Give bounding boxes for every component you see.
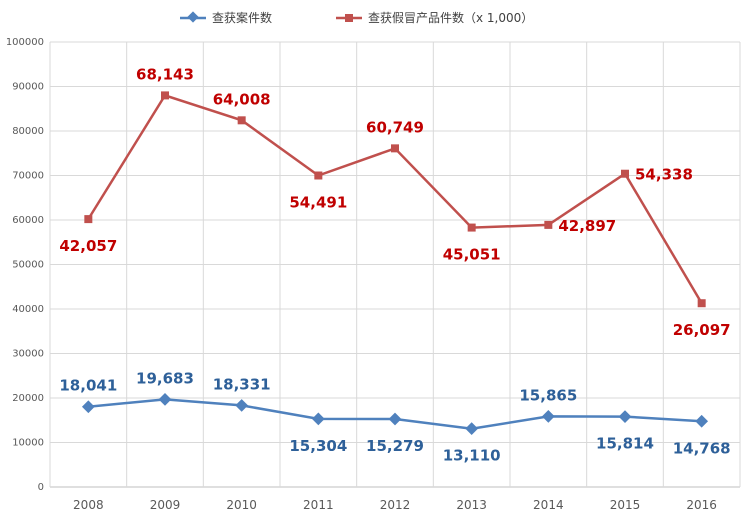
series-1-point: [84, 215, 93, 224]
x-tick-label: 2016: [686, 498, 717, 512]
y-tick-label: 10000: [12, 438, 44, 449]
series-1-point: [467, 223, 476, 232]
series-1-data-label: 45,051: [443, 246, 501, 264]
series-1-data-label: 60,749: [366, 118, 424, 136]
series-0-data-label: 18,041: [59, 377, 117, 395]
series-0-point: [695, 414, 709, 428]
y-tick-label: 60000: [12, 215, 44, 226]
x-tick-label: 2008: [73, 498, 104, 512]
series-0-data-label: 15,304: [289, 437, 347, 455]
series-1-point: [697, 299, 706, 308]
series-0-data-label: 15,865: [519, 386, 577, 404]
series-0-point: [235, 399, 249, 412]
series-0-data-label: 14,768: [673, 439, 731, 457]
x-tick-label: 2014: [533, 498, 564, 512]
series-1-point: [237, 116, 246, 125]
legend-item-products: 查获假冒产品件数（x 1,000）: [336, 10, 533, 25]
x-tick-label: 2009: [150, 498, 181, 512]
series-group: [81, 91, 709, 436]
series-0-data-label: 15,814: [596, 435, 654, 453]
series-1-data-label: 42,057: [59, 237, 117, 255]
series-1-point: [391, 144, 399, 153]
series-1-point: [544, 220, 553, 229]
legend-marker-cases: [187, 11, 199, 23]
series-0-data-label: 19,683: [136, 369, 194, 387]
x-tick-label: 2015: [610, 498, 641, 512]
x-axis: 2008 2009 2010 2011 2012 2013 2014 2015 2016: [73, 498, 717, 512]
x-tick-label: 2013: [456, 498, 487, 512]
y-tick-label: 50000: [12, 260, 44, 271]
y-tick-label: 80000: [12, 126, 44, 137]
data-labels: 18,041 19,683 18,331 15,304 15,279 13,110 15,8…: [59, 65, 730, 464]
x-tick-label: 2012: [380, 498, 411, 512]
y-axis: 0 10000 20000 30000 40000 50000 60000 70000 8000…: [6, 37, 44, 493]
legend: 查获案件数 查获假冒产品件数（x 1,000）: [180, 10, 533, 25]
series-1-data-label: 64,008: [213, 90, 271, 108]
series-0-point: [465, 422, 479, 436]
series-0-point: [81, 400, 95, 414]
series-0-point: [311, 412, 325, 426]
legend-label-products: 查获假冒产品件数（x 1,000）: [368, 10, 533, 25]
y-tick-label: 30000: [12, 349, 44, 360]
x-tick-label: 2010: [226, 498, 257, 512]
x-tick-label: 2011: [303, 498, 334, 512]
series-0-data-label: 18,331: [213, 375, 271, 393]
series-1-data-label: 42,897: [558, 217, 616, 235]
gridlines: [49, 41, 741, 488]
y-tick-label: 40000: [12, 304, 44, 315]
series-1-point: [621, 169, 629, 178]
series-1-data-label: 54,491: [289, 194, 347, 212]
legend-label-cases: 查获案件数: [212, 10, 272, 25]
series-1-data-label: 26,097: [673, 321, 731, 339]
series-0-point: [158, 393, 172, 406]
y-tick-label: 20000: [12, 393, 44, 404]
series-0-data-label: 15,279: [366, 437, 424, 455]
y-tick-label: 0: [38, 482, 44, 493]
series-0-point: [618, 410, 632, 423]
series-1-point: [314, 171, 323, 180]
y-tick-label: 100000: [6, 37, 44, 48]
series-0-data-label: 13,110: [443, 447, 501, 465]
y-tick-label: 90000: [12, 82, 44, 93]
series-1-data-label: 68,143: [136, 65, 194, 83]
series-0-point: [388, 412, 402, 426]
legend-item-cases: 查获案件数: [180, 10, 272, 25]
series-0-point: [541, 410, 555, 423]
y-tick-label: 70000: [12, 171, 44, 182]
legend-marker-products: [345, 14, 353, 22]
series-1-point: [161, 91, 169, 100]
series-1-data-label: 54,338: [635, 166, 693, 184]
